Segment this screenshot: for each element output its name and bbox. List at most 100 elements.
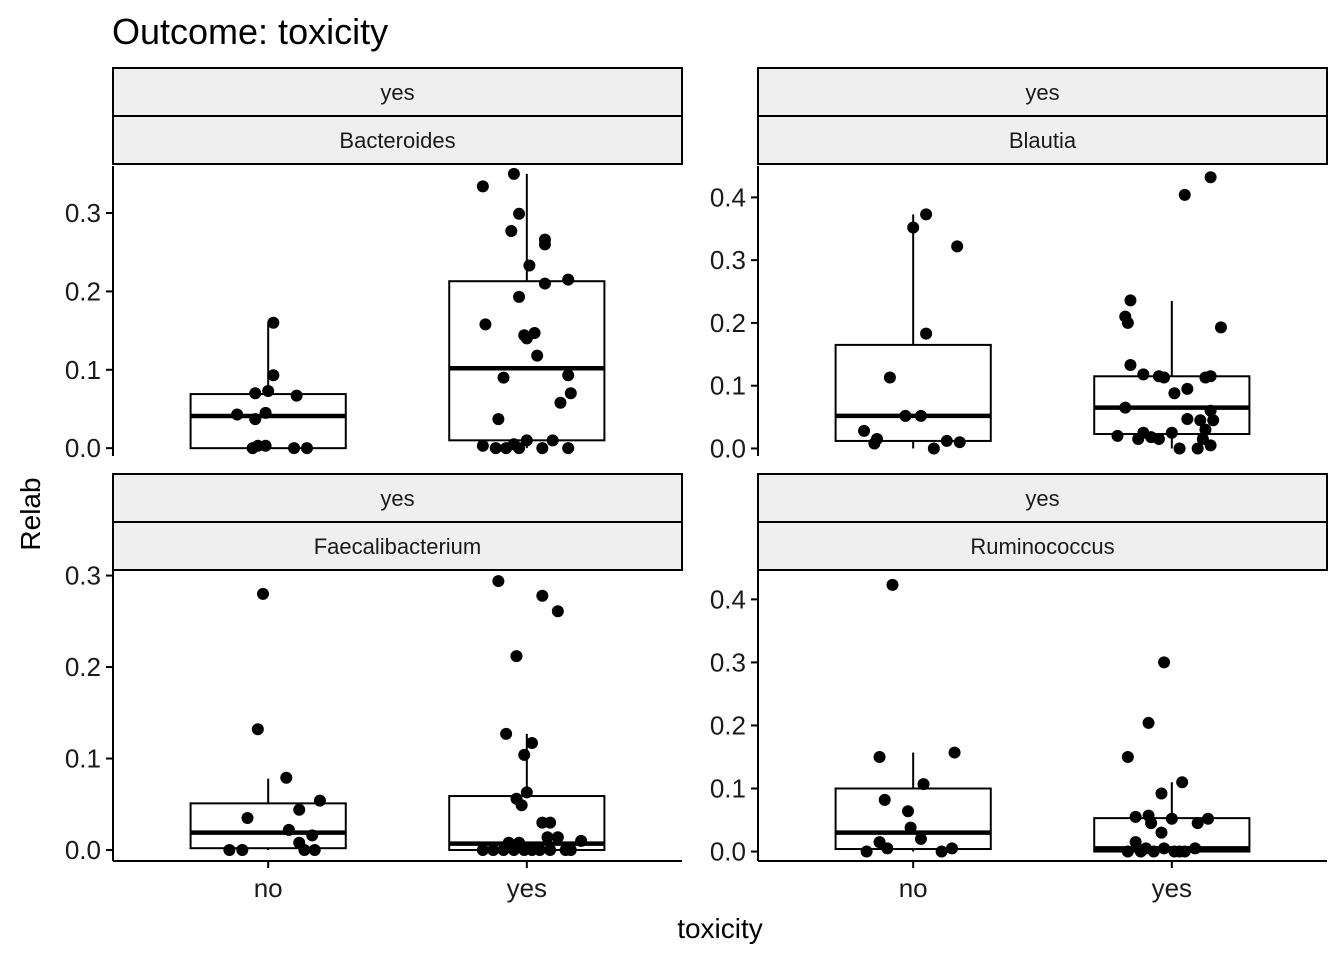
data-point bbox=[507, 438, 520, 451]
data-point bbox=[1176, 776, 1189, 789]
data-point bbox=[507, 167, 520, 180]
y-tick-label: 0.1 bbox=[65, 744, 101, 774]
data-point bbox=[257, 587, 270, 600]
data-point bbox=[241, 812, 254, 825]
data-point bbox=[907, 221, 920, 234]
data-point bbox=[262, 384, 275, 397]
data-point bbox=[1132, 433, 1145, 446]
data-point bbox=[1178, 188, 1191, 201]
data-point bbox=[510, 650, 523, 663]
y-tick-label: 0.4 bbox=[710, 182, 746, 212]
data-point bbox=[476, 439, 489, 452]
box-iqr bbox=[1093, 375, 1251, 436]
facet-panels: yes Bacteroides 0.0 0.1 0.2 0.3 yes Blautia 0.0 0… bbox=[65, 67, 1328, 903]
data-point bbox=[518, 748, 531, 761]
x-tick-label: no bbox=[899, 873, 928, 903]
facet-strip-bottom bbox=[112, 115, 683, 165]
data-point bbox=[520, 434, 533, 447]
y-axis-label: Relab bbox=[15, 477, 46, 550]
facet-strip-top-label: yes bbox=[1025, 486, 1059, 511]
data-point bbox=[523, 259, 536, 272]
y-tick-label: 0.2 bbox=[710, 710, 746, 740]
data-point bbox=[280, 771, 293, 784]
data-point bbox=[940, 434, 953, 447]
data-point bbox=[1142, 716, 1155, 729]
facet-strip-bottom-label: Faecalibacterium bbox=[314, 534, 482, 559]
box-iqr bbox=[189, 802, 347, 850]
data-point bbox=[883, 371, 896, 384]
data-point bbox=[267, 316, 280, 329]
data-point bbox=[1124, 294, 1137, 307]
data-point bbox=[945, 842, 958, 855]
data-point bbox=[497, 371, 510, 384]
data-point bbox=[251, 723, 264, 736]
data-point bbox=[223, 844, 236, 857]
box-iqr bbox=[834, 787, 992, 851]
data-point bbox=[544, 816, 557, 829]
data-point bbox=[531, 349, 544, 362]
data-point bbox=[267, 369, 280, 382]
y-tick-label: 0.3 bbox=[710, 647, 746, 677]
data-point bbox=[1204, 370, 1217, 383]
facet-strip-bottom bbox=[112, 521, 683, 571]
box-iqr bbox=[189, 393, 347, 450]
data-point bbox=[300, 442, 313, 455]
data-point bbox=[525, 736, 538, 749]
data-point bbox=[1204, 171, 1217, 184]
data-point bbox=[1139, 842, 1152, 855]
facet-panel: yes Bacteroides 0.0 0.1 0.2 0.3 bbox=[65, 67, 683, 463]
data-point bbox=[1137, 368, 1150, 381]
facet-strip-top-label: yes bbox=[380, 486, 414, 511]
y-tick-label: 0.0 bbox=[65, 433, 101, 463]
data-point bbox=[1158, 656, 1171, 669]
y-tick-label: 0.2 bbox=[65, 652, 101, 682]
data-point bbox=[564, 387, 577, 400]
data-point bbox=[1191, 442, 1204, 455]
data-point bbox=[492, 413, 505, 426]
data-point bbox=[1168, 387, 1181, 400]
box-iqr bbox=[448, 280, 606, 442]
data-point bbox=[1155, 787, 1168, 800]
data-point bbox=[1191, 817, 1204, 830]
data-point bbox=[293, 803, 306, 816]
facet-strip-bottom-label: Blautia bbox=[1009, 128, 1077, 153]
data-point bbox=[881, 842, 894, 855]
data-point bbox=[899, 409, 912, 422]
data-point bbox=[476, 180, 489, 193]
facet-panel: yes Blautia 0.0 0.1 0.2 0.3 0.4 bbox=[710, 67, 1328, 463]
data-point bbox=[520, 786, 533, 799]
data-point bbox=[1158, 842, 1171, 855]
data-point bbox=[886, 578, 899, 591]
data-point bbox=[259, 406, 272, 419]
data-point bbox=[249, 413, 262, 426]
x-tick-label: no bbox=[254, 873, 283, 903]
data-point bbox=[505, 225, 518, 238]
data-point bbox=[551, 831, 564, 844]
y-tick-label: 0.1 bbox=[710, 774, 746, 804]
data-point bbox=[489, 442, 502, 455]
y-tick-label: 0.3 bbox=[710, 245, 746, 275]
data-point bbox=[575, 834, 588, 847]
data-point bbox=[914, 832, 927, 845]
y-tick-label: 0.0 bbox=[710, 837, 746, 867]
data-point bbox=[306, 829, 319, 842]
data-point bbox=[562, 273, 575, 286]
data-point bbox=[520, 332, 533, 345]
data-point bbox=[1204, 404, 1217, 417]
data-point bbox=[544, 844, 557, 857]
y-tick-label: 0.4 bbox=[710, 584, 746, 614]
data-point bbox=[1121, 316, 1134, 329]
data-point bbox=[1199, 423, 1212, 436]
data-point bbox=[541, 831, 554, 844]
data-point bbox=[1121, 845, 1134, 858]
data-point bbox=[497, 844, 510, 857]
data-point bbox=[290, 389, 303, 402]
data-point bbox=[953, 436, 966, 449]
facet-panel: yes Faecalibacterium 0.0 0.1 0.2 0.3 no yes bbox=[65, 473, 683, 903]
y-tick-label: 0.0 bbox=[65, 835, 101, 865]
data-point bbox=[1165, 426, 1178, 439]
data-point bbox=[927, 442, 940, 455]
data-point bbox=[562, 442, 575, 455]
data-point bbox=[948, 746, 961, 759]
